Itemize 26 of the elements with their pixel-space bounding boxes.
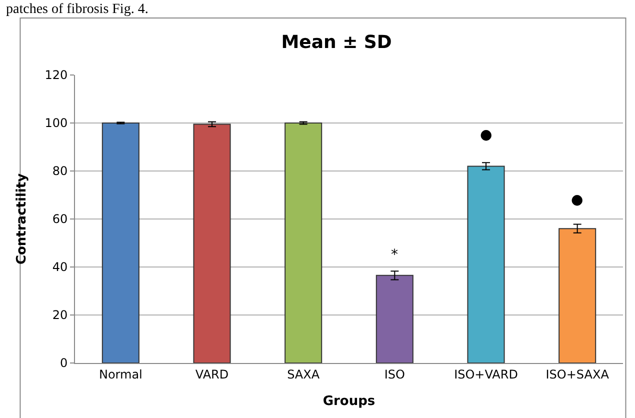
- x-tick-label: Normal: [98, 367, 142, 382]
- x-tick-label: ISO+SAXA: [546, 367, 610, 382]
- x-axis-title: Groups: [322, 394, 376, 409]
- y-axis-title: Contractility: [14, 172, 30, 265]
- x-tick-label: VARD: [195, 367, 229, 382]
- annotation: *: [391, 247, 398, 263]
- bar: [558, 228, 596, 363]
- y-tick-label: 80: [52, 164, 68, 178]
- annotation: ●: [480, 127, 492, 143]
- bar: [102, 122, 140, 363]
- text: patches of fibrosis Fig. 4.: [6, 2, 148, 17]
- bar: [193, 124, 231, 363]
- y-tick-label: 120: [44, 68, 68, 82]
- chart-title: Mean ± SD: [281, 32, 392, 54]
- y-tick-label: 40: [52, 260, 68, 274]
- x-tick-label: ISO: [384, 367, 405, 382]
- y-tick-label: 100: [44, 116, 68, 130]
- y-tick-label: 60: [52, 212, 68, 226]
- x-tick-label: SAXA: [287, 367, 320, 382]
- bar: [467, 166, 505, 363]
- y-tick-label: 20: [52, 308, 68, 322]
- y-tick-label: 0: [60, 356, 68, 370]
- annotation: ●: [571, 192, 584, 208]
- bar: [284, 122, 322, 363]
- bar: [376, 274, 414, 363]
- x-tick-label: ISO+VARD: [454, 367, 518, 382]
